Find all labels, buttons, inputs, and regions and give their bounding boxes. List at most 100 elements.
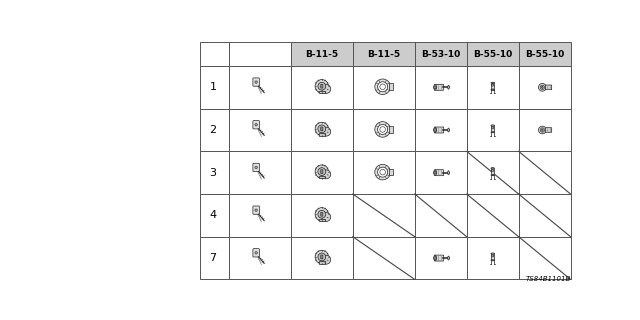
Bar — [319, 219, 324, 221]
Circle shape — [322, 84, 331, 93]
Bar — [467, 237, 518, 279]
Circle shape — [538, 84, 547, 91]
Bar — [200, 151, 229, 194]
Bar — [491, 82, 494, 90]
Ellipse shape — [541, 129, 543, 131]
Bar — [467, 151, 518, 194]
Text: 7: 7 — [209, 253, 216, 263]
Bar — [200, 66, 229, 109]
Text: 2: 2 — [209, 125, 216, 135]
Text: B-55-10: B-55-10 — [473, 50, 512, 59]
Circle shape — [322, 170, 331, 179]
Circle shape — [318, 253, 326, 261]
FancyBboxPatch shape — [545, 128, 552, 132]
Bar — [518, 194, 571, 237]
FancyBboxPatch shape — [253, 249, 259, 257]
Ellipse shape — [491, 125, 494, 126]
Bar — [229, 151, 291, 194]
Bar — [491, 125, 494, 132]
Circle shape — [255, 252, 257, 254]
Circle shape — [318, 210, 326, 218]
Bar — [229, 109, 291, 151]
Bar — [415, 42, 467, 66]
Bar — [291, 42, 353, 66]
Bar — [518, 237, 571, 279]
Bar — [291, 151, 353, 194]
Circle shape — [315, 80, 328, 93]
Bar — [467, 194, 518, 237]
Bar — [200, 109, 229, 151]
Text: 1: 1 — [209, 82, 216, 92]
FancyBboxPatch shape — [435, 127, 444, 133]
Bar — [518, 151, 571, 194]
Bar — [229, 42, 291, 66]
Ellipse shape — [447, 171, 449, 175]
Bar — [353, 237, 415, 279]
Bar — [415, 66, 467, 109]
Circle shape — [538, 126, 547, 134]
Bar — [229, 66, 291, 109]
Bar — [291, 109, 353, 151]
Bar — [319, 133, 324, 136]
Ellipse shape — [434, 84, 436, 90]
Bar — [319, 91, 324, 93]
Circle shape — [540, 85, 545, 90]
Circle shape — [492, 84, 494, 86]
Bar — [200, 237, 229, 279]
Circle shape — [322, 212, 331, 221]
FancyBboxPatch shape — [253, 163, 259, 172]
Ellipse shape — [434, 255, 436, 261]
FancyBboxPatch shape — [321, 170, 323, 173]
Circle shape — [255, 166, 257, 169]
Circle shape — [378, 82, 388, 92]
Circle shape — [315, 208, 328, 221]
Ellipse shape — [447, 128, 449, 132]
FancyBboxPatch shape — [253, 206, 259, 214]
Bar — [518, 42, 571, 66]
Text: B-53-10: B-53-10 — [421, 50, 460, 59]
Bar — [291, 66, 353, 109]
Circle shape — [492, 255, 494, 257]
Bar — [518, 109, 571, 151]
Bar — [389, 126, 393, 133]
FancyBboxPatch shape — [321, 212, 323, 216]
Ellipse shape — [491, 168, 494, 169]
FancyBboxPatch shape — [435, 255, 444, 261]
FancyBboxPatch shape — [435, 84, 444, 90]
Bar — [200, 42, 229, 66]
Bar — [415, 109, 467, 151]
Circle shape — [322, 127, 331, 136]
Bar — [389, 169, 393, 175]
Circle shape — [434, 257, 436, 260]
Bar — [415, 194, 467, 237]
Ellipse shape — [491, 132, 494, 133]
Text: 4: 4 — [209, 210, 216, 220]
Bar — [353, 66, 415, 109]
FancyBboxPatch shape — [321, 255, 323, 259]
Circle shape — [315, 250, 328, 264]
Circle shape — [492, 127, 494, 129]
Circle shape — [378, 124, 388, 134]
Ellipse shape — [491, 260, 494, 261]
Bar — [491, 168, 494, 175]
Circle shape — [255, 209, 257, 212]
Text: B-55-10: B-55-10 — [525, 50, 564, 59]
Circle shape — [492, 169, 494, 172]
Bar — [319, 176, 324, 178]
Bar — [319, 261, 324, 264]
Circle shape — [315, 165, 328, 178]
Bar — [200, 194, 229, 237]
Circle shape — [434, 86, 436, 89]
Circle shape — [255, 81, 257, 83]
Text: B-11-5: B-11-5 — [305, 50, 339, 59]
Bar — [467, 66, 518, 109]
Ellipse shape — [541, 86, 543, 88]
Circle shape — [540, 128, 545, 132]
Ellipse shape — [491, 89, 494, 90]
Bar — [353, 151, 415, 194]
Circle shape — [318, 168, 326, 175]
FancyBboxPatch shape — [321, 127, 323, 131]
FancyBboxPatch shape — [253, 121, 259, 129]
Ellipse shape — [491, 253, 494, 254]
Ellipse shape — [491, 174, 494, 175]
